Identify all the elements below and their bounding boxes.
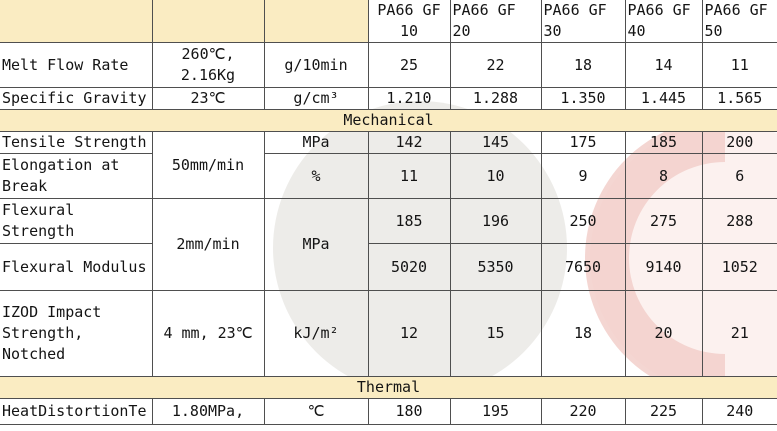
value-cell: 10 xyxy=(449,153,542,199)
property-cell: Tensile Strength xyxy=(0,131,153,154)
value-cell: 25 xyxy=(367,42,451,88)
property-cell: Melt Flow Rate xyxy=(0,42,153,88)
value-cell: 1.288 xyxy=(449,87,542,110)
value-cell: 196 xyxy=(449,198,542,244)
row-flexural-modulus: Flexural Modulus 5020 5350 7650 9140 105… xyxy=(0,243,777,291)
condition-cell-2mm-min: 2mm/min xyxy=(151,198,265,291)
value-cell: 195 xyxy=(449,398,542,425)
value-cell: 18 xyxy=(540,42,626,88)
property-cell: Flexural Modulus xyxy=(0,243,153,291)
value-cell: 1052 xyxy=(701,243,777,291)
value-cell: 275 xyxy=(624,198,703,244)
property-cell: Flexural Strength xyxy=(0,198,153,244)
unit-cell: MPa xyxy=(263,131,369,154)
property-cell: IZOD Impact Strength, Notched xyxy=(0,290,153,377)
property-cell: HeatDistortionTe xyxy=(0,398,153,425)
value-cell: 12 xyxy=(367,290,451,377)
condition-cell: 260℃, 2.16Kg xyxy=(151,42,265,88)
section-band-thermal: Thermal xyxy=(0,376,777,399)
unit-cell-mpa: MPa xyxy=(263,198,369,291)
value-cell: 9 xyxy=(540,153,626,199)
row-elongation-at-break: Elongation at Break % 11 10 9 8 6 xyxy=(0,153,777,199)
column-header-pa66-gf-10: PA66 GF 10 xyxy=(367,0,451,43)
value-cell: 185 xyxy=(367,198,451,244)
value-cell: 288 xyxy=(701,198,777,244)
section-row-thermal: Thermal xyxy=(0,376,777,399)
value-cell: 11 xyxy=(701,42,777,88)
value-cell: 1.210 xyxy=(367,87,451,110)
condition-cell: 4 mm, 23℃ xyxy=(151,290,265,377)
value-cell: 220 xyxy=(540,398,626,425)
column-header-pa66-gf-50: PA66 GF 50 xyxy=(701,0,777,43)
value-cell: 15 xyxy=(449,290,542,377)
value-cell: 18 xyxy=(540,290,626,377)
unit-cell: kJ/m² xyxy=(263,290,369,377)
value-cell: 5020 xyxy=(367,243,451,291)
value-cell: 22 xyxy=(449,42,542,88)
value-cell: 8 xyxy=(624,153,703,199)
column-header-pa66-gf-30: PA66 GF 30 xyxy=(540,0,626,43)
value-cell: 240 xyxy=(701,398,777,425)
unit-cell: % xyxy=(263,153,369,199)
condition-cell: 1.80MPa, xyxy=(151,398,265,425)
condition-cell: 23℃ xyxy=(151,87,265,110)
value-cell: 225 xyxy=(624,398,703,425)
value-cell: 1.445 xyxy=(624,87,703,110)
value-cell: 1.565 xyxy=(701,87,777,110)
value-cell: 21 xyxy=(701,290,777,377)
column-header-pa66-gf-20: PA66 GF 20 xyxy=(449,0,542,43)
row-izod-impact-strength: IZOD Impact Strength, Notched 4 mm, 23℃ … xyxy=(0,290,777,377)
value-cell: 5350 xyxy=(449,243,542,291)
row-tensile-strength: Tensile Strength 50mm/min MPa 142 145 17… xyxy=(0,131,777,199)
header-blank-property xyxy=(0,0,153,43)
row-specific-gravity: Specific Gravity 23℃ g/cm³ 1.210 1.288 1… xyxy=(0,87,777,110)
column-header-pa66-gf-40: PA66 GF 40 xyxy=(624,0,703,43)
value-cell: 6 xyxy=(701,153,777,199)
section-row-mechanical: Mechanical xyxy=(0,109,777,132)
value-cell: 142 xyxy=(367,131,451,154)
unit-cell: ℃ xyxy=(263,398,369,425)
row-heat-distortion-temperature: HeatDistortionTe 1.80MPa, ℃ 180 195 220 … xyxy=(0,398,777,425)
value-cell: 20 xyxy=(624,290,703,377)
value-cell: 250 xyxy=(540,198,626,244)
unit-cell: g/cm³ xyxy=(263,87,369,110)
header-blank-condition xyxy=(151,0,265,43)
value-cell: 11 xyxy=(367,153,451,199)
value-cell: 1.350 xyxy=(540,87,626,110)
value-cell: 200 xyxy=(701,131,777,154)
value-cell: 175 xyxy=(540,131,626,154)
value-cell: 145 xyxy=(449,131,542,154)
value-cell: 180 xyxy=(367,398,451,425)
value-cell: 7650 xyxy=(540,243,626,291)
property-cell: Specific Gravity xyxy=(0,87,153,110)
value-cell: 185 xyxy=(624,131,703,154)
row-flexural-strength: Flexural Strength 2mm/min MPa 185 196 25… xyxy=(0,198,777,291)
condition-cell-50mm-min: 50mm/min xyxy=(151,131,265,199)
value-cell: 9140 xyxy=(624,243,703,291)
header-blank-unit xyxy=(263,0,369,43)
value-cell: 14 xyxy=(624,42,703,88)
row-melt-flow-rate: Melt Flow Rate 260℃, 2.16Kg g/10min 25 2… xyxy=(0,42,777,88)
property-cell: Elongation at Break xyxy=(0,153,153,199)
header-row: PA66 GF 10 PA66 GF 20 PA66 GF 30 PA66 GF… xyxy=(0,0,777,43)
unit-cell: g/10min xyxy=(263,42,369,88)
section-band-mechanical: Mechanical xyxy=(0,109,777,132)
